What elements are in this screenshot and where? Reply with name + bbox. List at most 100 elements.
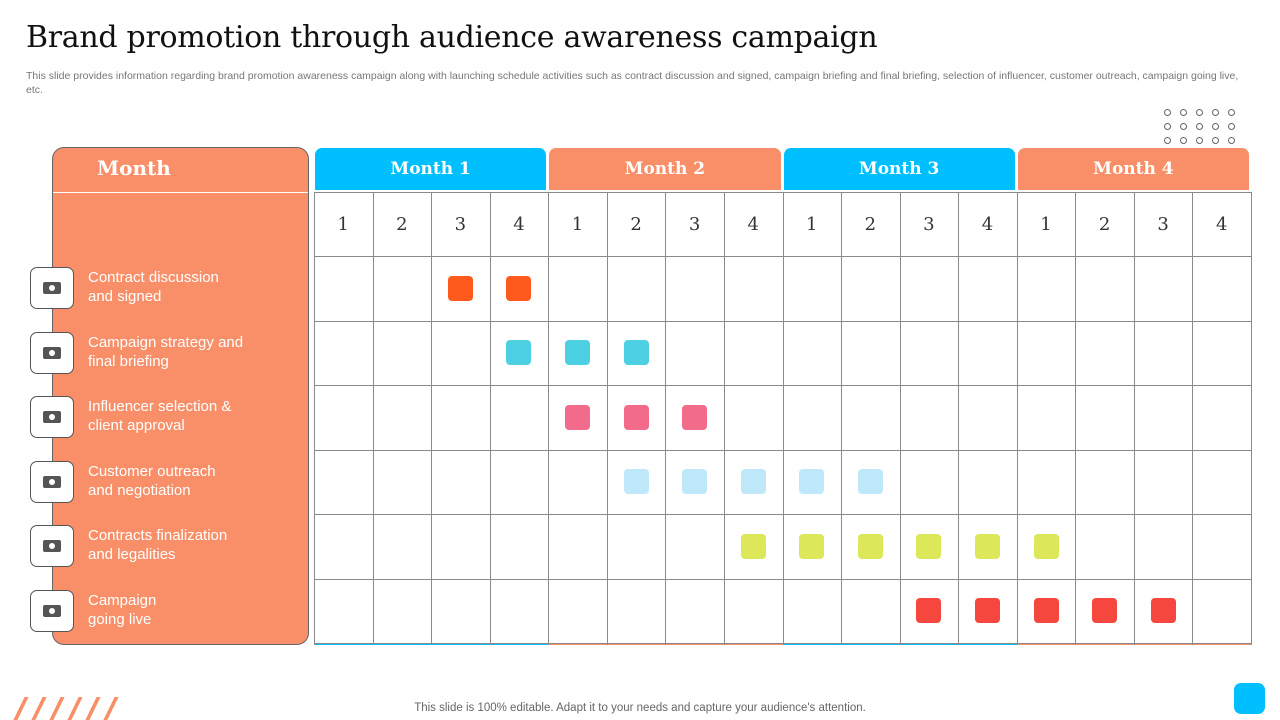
week-label: 2: [630, 213, 642, 235]
grid-column-line: [723, 192, 725, 645]
week-label: 1: [337, 213, 349, 235]
grid-column-line: [1133, 192, 1135, 645]
grid-row-line: [314, 385, 1251, 386]
schedule-mark: [682, 469, 708, 495]
schedule-mark: [623, 340, 649, 366]
schedule-mark: [916, 533, 942, 559]
schedule-mark: [623, 404, 649, 430]
dot: [1228, 137, 1235, 144]
grid-column-line: [372, 192, 374, 645]
page-subtitle: This slide provides information regardin…: [26, 70, 1239, 96]
dot: [1212, 123, 1219, 130]
week-label: 4: [747, 213, 759, 235]
grid-row-line: [314, 256, 1251, 257]
week-label: 3: [1157, 213, 1169, 235]
activity-label: Contract discussion and signed: [88, 269, 219, 306]
activity-panel: Month: [52, 147, 309, 645]
schedule-mark: [916, 598, 942, 624]
month-header-3: Month 3: [783, 148, 1015, 190]
page-title: Brand promotion through audience awarene…: [26, 20, 878, 55]
schedule-mark: [857, 533, 883, 559]
dot: [1212, 137, 1219, 144]
week-label: 2: [864, 213, 877, 235]
grid-row-line: [314, 320, 1251, 322]
grid-column-line: [489, 192, 491, 645]
schedule-mark: [1033, 533, 1059, 559]
grid-column-line: [1016, 192, 1018, 645]
schedule-mark: [1033, 598, 1059, 624]
dot: [1164, 123, 1171, 130]
grid-column-line: [1251, 192, 1252, 645]
schedule-grid: [314, 192, 1252, 645]
grid-column-line: [431, 192, 433, 645]
dot: [1228, 109, 1235, 116]
contract-handshake-icon: [30, 525, 74, 568]
grid-column-line: [899, 192, 901, 645]
activity-label: Customer outreach and negotiation: [88, 462, 216, 499]
week-label: 2: [396, 213, 408, 235]
schedule-mark: [447, 275, 473, 301]
dot: [1196, 109, 1203, 116]
activity-label: Campaign strategy and final briefing: [88, 333, 244, 370]
grid-row-line: [314, 514, 1251, 515]
schedule-mark: [1092, 598, 1118, 624]
schedule-mark: [506, 275, 532, 301]
schedule-mark: [799, 533, 825, 559]
dot: [1180, 137, 1187, 144]
schedule-mark: [740, 533, 766, 559]
grid-column-line: [1192, 192, 1194, 645]
network-icon: [30, 460, 74, 503]
dot: [1228, 123, 1235, 130]
grid-column-line: [1075, 192, 1077, 645]
week-label: 3: [923, 213, 935, 235]
grid-row-line: [314, 192, 1251, 193]
schedule-mark: [565, 340, 591, 366]
week-label: 1: [571, 213, 584, 235]
schedule-mark: [974, 598, 1000, 624]
presentation-team-icon: [30, 396, 74, 439]
grid-column-line: [841, 192, 843, 645]
schedule-mark: [506, 340, 532, 366]
grid-column-line: [665, 192, 667, 645]
decorative-square: [1234, 683, 1265, 714]
month-header-1: Month 1: [315, 148, 547, 190]
week-label: 3: [454, 213, 467, 235]
dot: [1164, 137, 1171, 144]
grid-column-line: [606, 192, 608, 645]
grid-column-line: [548, 192, 550, 645]
left-divider: [53, 192, 308, 193]
dot: [1180, 123, 1187, 130]
schedule-mark: [740, 469, 766, 495]
week-label: 4: [1215, 213, 1228, 235]
grid-column-line: [314, 192, 315, 645]
month-header-4: Month 4: [1017, 148, 1249, 190]
dot: [1196, 137, 1203, 144]
week-label: 2: [1098, 213, 1111, 235]
grid-column-line: [958, 192, 960, 645]
week-label: 1: [1040, 213, 1052, 235]
schedule-mark: [799, 469, 825, 495]
schedule-mark: [1150, 598, 1176, 624]
week-label: 4: [981, 213, 994, 235]
week-label: 4: [513, 213, 525, 235]
phone-megaphone-icon: [30, 331, 74, 374]
schedule-mark: [682, 404, 708, 430]
dot: [1164, 109, 1171, 116]
handshake-icon: [30, 267, 74, 310]
schedule-mark: [565, 404, 591, 430]
schedule-mark: [857, 469, 883, 495]
month-header-2: Month 2: [549, 148, 781, 190]
schedule-mark: [623, 469, 649, 495]
week-label: 3: [688, 213, 701, 235]
grid-row-line: [314, 643, 1251, 644]
activity-label: Contracts finalization and legalities: [88, 527, 228, 564]
dot: [1196, 123, 1203, 130]
grid-column-line: [782, 192, 784, 645]
footer-note: This slide is 100% editable. Adapt it to…: [414, 702, 866, 714]
left-header: Month: [97, 156, 171, 180]
grid-row-line: [314, 449, 1251, 451]
week-label: 1: [806, 213, 818, 235]
activity-label: Influencer selection & client approval: [88, 398, 232, 435]
mobile-launch-icon: [30, 589, 74, 632]
dot: [1180, 109, 1187, 116]
